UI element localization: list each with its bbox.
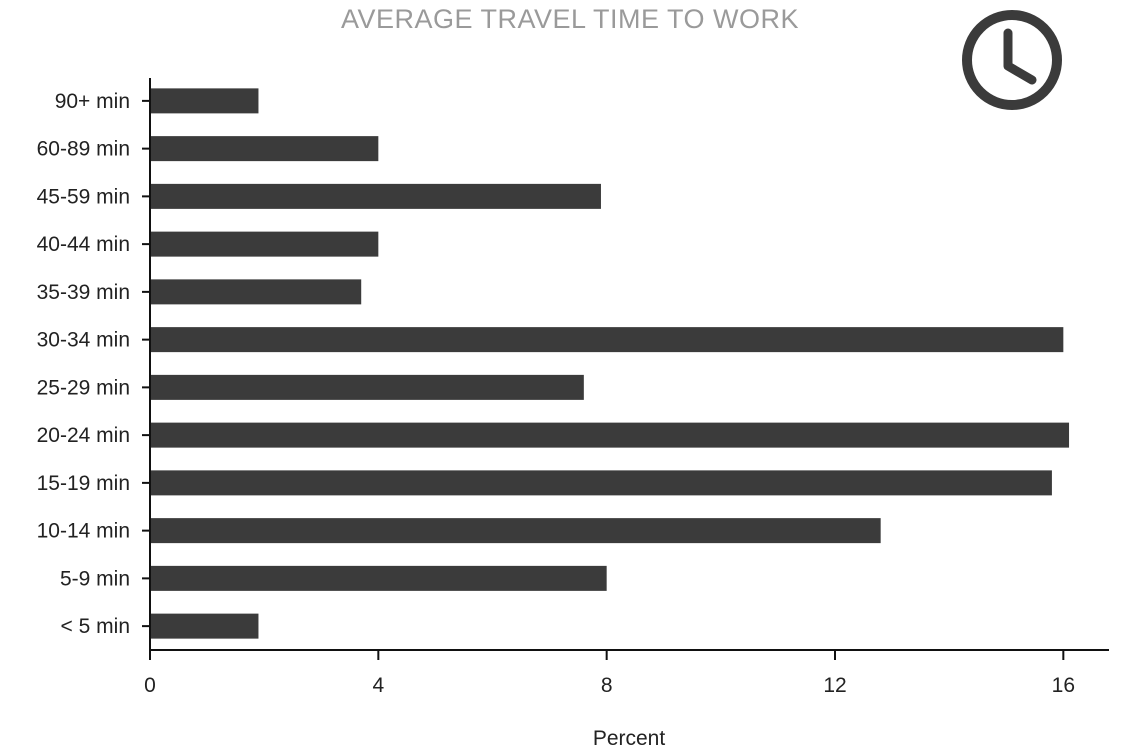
bar — [150, 183, 601, 209]
clock-icon — [962, 10, 1062, 110]
y-tick-label: 30-34 min — [37, 329, 130, 352]
bar — [150, 136, 379, 162]
y-tick-label: 90+ min — [55, 90, 130, 113]
y-tick-label: 45-59 min — [37, 185, 130, 208]
y-tick-label: 15-19 min — [37, 472, 130, 495]
bar — [150, 327, 1064, 353]
x-tick-label: 16 — [1052, 674, 1075, 697]
bar — [150, 231, 379, 257]
y-tick-label: < 5 min — [61, 615, 130, 638]
chart-title: AVERAGE TRAVEL TIME TO WORK — [341, 4, 799, 34]
bar — [150, 470, 1052, 496]
bar — [150, 565, 607, 591]
x-axis-ticks: 0 4 8 12 16 — [144, 650, 1075, 697]
y-tick-label: 35-39 min — [37, 281, 130, 304]
bar — [150, 279, 362, 305]
y-tick-label: 60-89 min — [37, 138, 130, 161]
y-tick-label: 10-14 min — [37, 520, 130, 543]
bar — [150, 88, 259, 114]
x-tick-label: 0 — [144, 674, 156, 697]
bars-group — [150, 88, 1070, 639]
bar — [150, 518, 881, 544]
bar — [150, 422, 1070, 448]
bar — [150, 374, 584, 400]
x-tick-label: 12 — [823, 674, 846, 697]
y-axis-ticks: < 5 min 5-9 min 10-14 min 15-19 min 20-24 mi… — [37, 90, 150, 638]
y-tick-label: 20-24 min — [37, 424, 130, 447]
x-tick-label: 4 — [372, 674, 384, 697]
y-tick-label: 40-44 min — [37, 233, 130, 256]
x-axis-label: Percent — [593, 727, 666, 749]
x-tick-label: 8 — [601, 674, 613, 697]
y-tick-label: 25-29 min — [37, 376, 130, 399]
y-tick-label: 5-9 min — [60, 567, 130, 590]
bar — [150, 613, 259, 639]
